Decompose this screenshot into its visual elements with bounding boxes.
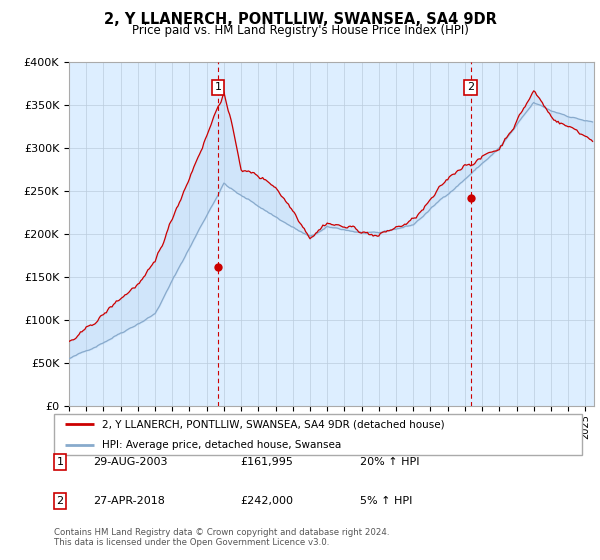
Text: 5% ↑ HPI: 5% ↑ HPI xyxy=(360,496,412,506)
Text: £161,995: £161,995 xyxy=(240,457,293,467)
Text: 2, Y LLANERCH, PONTLLIW, SWANSEA, SA4 9DR (detached house): 2, Y LLANERCH, PONTLLIW, SWANSEA, SA4 9D… xyxy=(101,419,444,430)
Text: £242,000: £242,000 xyxy=(240,496,293,506)
Text: Price paid vs. HM Land Registry's House Price Index (HPI): Price paid vs. HM Land Registry's House … xyxy=(131,24,469,36)
Text: 1: 1 xyxy=(215,82,221,92)
FancyBboxPatch shape xyxy=(54,414,582,455)
Text: 2: 2 xyxy=(56,496,64,506)
Text: 27-APR-2018: 27-APR-2018 xyxy=(93,496,165,506)
Text: 20% ↑ HPI: 20% ↑ HPI xyxy=(360,457,419,467)
Text: 2, Y LLANERCH, PONTLLIW, SWANSEA, SA4 9DR: 2, Y LLANERCH, PONTLLIW, SWANSEA, SA4 9D… xyxy=(104,12,496,27)
Text: Contains HM Land Registry data © Crown copyright and database right 2024.
This d: Contains HM Land Registry data © Crown c… xyxy=(54,528,389,547)
Text: HPI: Average price, detached house, Swansea: HPI: Average price, detached house, Swan… xyxy=(101,440,341,450)
Text: 2: 2 xyxy=(467,82,474,92)
Text: 29-AUG-2003: 29-AUG-2003 xyxy=(93,457,167,467)
Text: 1: 1 xyxy=(56,457,64,467)
